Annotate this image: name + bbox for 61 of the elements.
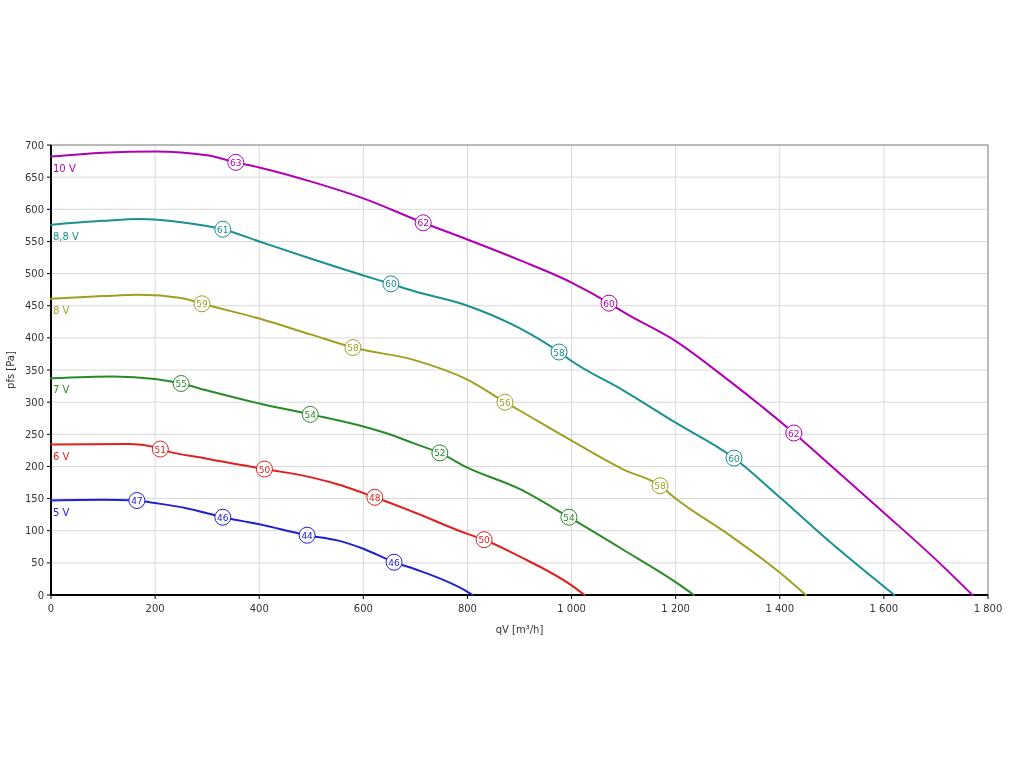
y-tick-label: 650 (24, 171, 44, 183)
y-tick-label: 400 (24, 332, 44, 344)
series-label: 10 V (53, 162, 76, 174)
annotation: 50 (258, 464, 271, 475)
annotation: 54 (304, 409, 317, 420)
x-tick-label: 1 800 (973, 603, 1003, 614)
annotation: 60 (603, 298, 616, 309)
line-series (50, 293, 807, 596)
y-tick-label: 700 (24, 139, 44, 151)
y-tick-label: 100 (24, 525, 44, 537)
annotation: 62 (788, 428, 800, 439)
line-series (50, 375, 695, 596)
annotation: 48 (369, 492, 381, 503)
annotation: 54 (563, 512, 575, 523)
x-tick-label: 0 (47, 603, 55, 614)
annotation: 58 (553, 347, 566, 358)
annotation: 58 (654, 481, 667, 492)
annotation: 47 (131, 496, 143, 506)
y-axis-title: pfs [Pa] (5, 351, 16, 389)
annotation: 62 (417, 218, 429, 229)
series-label: 8 V (53, 304, 70, 316)
annotation: 58 (347, 343, 359, 353)
series-label: 6 V (53, 450, 70, 462)
y-tick-label: 150 (24, 493, 44, 505)
y-tick-label: 450 (24, 300, 44, 312)
annotation: 59 (196, 299, 208, 310)
annotation: 52 (434, 448, 446, 459)
y-tick-label: 0 (37, 589, 44, 601)
x-tick-label: 1 000 (557, 603, 586, 614)
annotation: 55 (175, 379, 187, 389)
x-tick-label: 1 200 (661, 603, 690, 614)
annotation: 60 (728, 453, 740, 464)
x-tick-label: 1 600 (869, 603, 899, 614)
x-tick-label: 200 (145, 603, 165, 614)
x-tick-label: 600 (353, 603, 373, 614)
annotation: 56 (499, 397, 511, 408)
series-label: 5 V (53, 506, 70, 518)
y-tick-label: 600 (24, 203, 44, 215)
y-tick-label: 300 (24, 396, 44, 408)
line-series (50, 217, 896, 596)
annotation: 50 (478, 535, 491, 546)
x-tick-label: 1 400 (765, 603, 795, 614)
x-axis-title: qV [m³/h] (495, 624, 544, 635)
annotation: 46 (388, 557, 401, 568)
annotation: 61 (217, 224, 229, 235)
annotation: 63 (230, 157, 242, 168)
y-tick-label: 250 (24, 428, 44, 440)
y-tick-label: 50 (31, 557, 44, 569)
y-tick-label: 550 (24, 235, 44, 247)
series-label: 7 V (53, 384, 70, 396)
y-tick-label: 350 (24, 364, 44, 376)
x-tick-label: 800 (457, 603, 477, 614)
line-series (50, 150, 974, 596)
x-tick-label: 400 (249, 603, 269, 614)
annotation: 46 (217, 512, 229, 523)
y-tick-label: 200 (24, 460, 44, 472)
annotation: 60 (385, 279, 397, 290)
annotation: 44 (301, 530, 314, 541)
series-label: 8,8 V (53, 230, 80, 242)
annotation: 51 (154, 444, 167, 455)
y-tick-label: 500 (24, 268, 44, 280)
